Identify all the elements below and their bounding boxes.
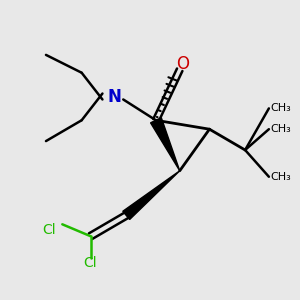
Text: O: O [176,55,189,73]
Text: Cl: Cl [42,223,56,237]
Polygon shape [151,118,180,171]
Text: CH₃: CH₃ [270,103,291,113]
Text: CH₃: CH₃ [270,124,291,134]
Polygon shape [123,171,180,220]
Text: N: N [107,88,121,106]
Text: CH₃: CH₃ [270,172,291,182]
Text: Cl: Cl [84,256,98,270]
